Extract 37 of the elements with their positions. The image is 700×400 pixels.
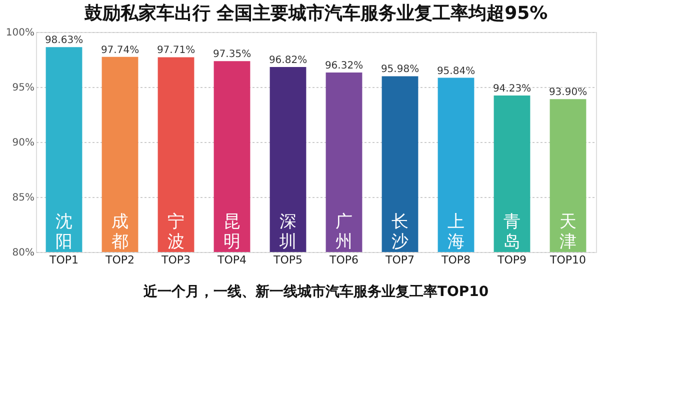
x-tick-label: TOP10 xyxy=(548,254,586,266)
annotation: 天津 xyxy=(560,212,576,252)
data-label: 96.32% xyxy=(324,60,364,72)
y-tick-label: 85% xyxy=(12,192,34,204)
annotation: 广州 xyxy=(336,212,352,252)
y-tick-label: 95% xyxy=(12,82,34,94)
annotation: 长沙 xyxy=(392,212,408,252)
data-label: 97.35% xyxy=(212,49,252,60)
data-label: 94.23% xyxy=(492,83,532,94)
x-tick-label: TOP9 xyxy=(496,254,527,266)
data-label: 95.84% xyxy=(436,66,476,77)
annotation: 昆明 xyxy=(224,212,240,252)
y-tick-label: 80% xyxy=(12,248,34,258)
x-tick-label: TOP8 xyxy=(440,254,471,266)
data-label: 93.90% xyxy=(548,87,588,98)
x-tick-label: TOP5 xyxy=(272,254,303,266)
x-tick-label: TOP2 xyxy=(104,254,135,266)
x-tick-label: TOP4 xyxy=(216,254,247,266)
x-tick-label: TOP6 xyxy=(328,254,359,266)
chart-title: 鼓励私家车出行 全国主要城市汽车服务业复工率均超95% xyxy=(83,3,548,24)
y-tick-label: 90% xyxy=(12,138,34,148)
x-tick-label: TOP7 xyxy=(384,254,415,266)
annotation: 青岛 xyxy=(504,212,520,252)
annotation: 上海 xyxy=(448,212,464,252)
annotation: 成都 xyxy=(112,212,128,252)
y-tick-label: 100% xyxy=(6,28,34,38)
annotation: 深圳 xyxy=(278,212,296,252)
data-label: 97.74% xyxy=(100,44,140,56)
text: 近一个月，一线、新一线城市汽车服务业复工率TOP10 xyxy=(142,283,489,300)
data-label: 96.82% xyxy=(268,54,308,66)
annotation: 宁波 xyxy=(168,212,184,252)
x-tick-label: TOP3 xyxy=(160,254,191,266)
data-label: 98.63% xyxy=(44,35,84,46)
x-tick-label: TOP1 xyxy=(48,254,79,266)
data-label: 97.71% xyxy=(156,45,196,56)
annotation: 沈阳 xyxy=(56,212,72,252)
data-label: 95.98% xyxy=(380,64,420,76)
